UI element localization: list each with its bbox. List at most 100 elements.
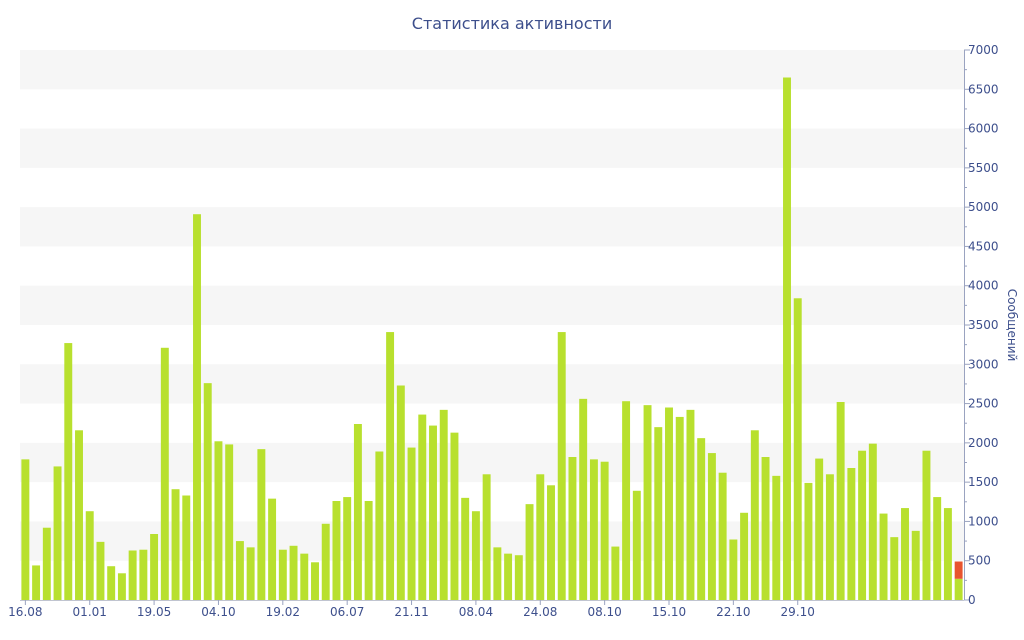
bar: [868, 443, 877, 600]
y-tick-label: 4000: [968, 279, 999, 293]
bar: [547, 485, 555, 600]
bar: [117, 573, 126, 600]
x-tick-label: 08.10: [587, 605, 621, 619]
grid-band: [20, 207, 964, 247]
y-tick-label: 0: [968, 593, 976, 607]
bar: [439, 409, 448, 600]
bar: [300, 553, 309, 600]
x-tick-label: 06.07: [330, 605, 364, 619]
x-tick-label: 19.05: [137, 605, 171, 619]
bar: [268, 498, 277, 600]
bar: [353, 424, 362, 600]
bar: [879, 513, 888, 600]
bar: [386, 332, 395, 600]
x-tick-label: 24.08: [523, 605, 557, 619]
bar: [783, 77, 791, 600]
bar: [675, 416, 684, 600]
bar: [471, 511, 480, 600]
bar: [622, 401, 631, 600]
bar: [311, 562, 319, 600]
grid-band: [20, 285, 964, 325]
bar: [740, 512, 749, 600]
bar: [375, 451, 384, 600]
bar: [246, 547, 255, 600]
bar: [75, 430, 83, 600]
y-tick-label: 7000: [968, 43, 999, 57]
bar: [836, 402, 845, 600]
bar: [235, 541, 244, 600]
bar: [697, 438, 706, 600]
x-tick-label: 04.10: [201, 605, 235, 619]
bar: [407, 447, 416, 600]
bar: [364, 501, 373, 600]
bar: [911, 530, 920, 600]
y-axis-label: Сообщений: [1005, 289, 1019, 362]
bar: [815, 458, 824, 600]
bar: [64, 343, 73, 600]
bar: [890, 537, 899, 600]
y-tick-label: 5000: [968, 200, 999, 214]
bar: [589, 459, 598, 600]
bar: [461, 497, 470, 600]
bar: [193, 214, 201, 600]
bar: [707, 453, 716, 600]
bar: [32, 565, 41, 600]
x-tick-label: 19.02: [266, 605, 300, 619]
bar: [525, 504, 534, 600]
x-tick-label: 08.04: [459, 605, 493, 619]
bar: [429, 425, 437, 600]
y-tick-label: 500: [968, 554, 991, 568]
bar: [643, 405, 652, 600]
bar: [858, 450, 867, 600]
bar: [278, 549, 287, 600]
y-tick-label: 1500: [968, 475, 999, 489]
chart-title: Статистика активности: [411, 14, 613, 33]
x-tick-label: 21.11: [394, 605, 428, 619]
bar: [289, 545, 298, 600]
bar: [396, 385, 405, 600]
y-tick-label: 2500: [968, 397, 999, 411]
y-tick-label: 6000: [968, 122, 999, 136]
bar: [53, 466, 62, 600]
bar: [493, 547, 502, 600]
bar: [729, 539, 738, 600]
x-tick-label: 01.01: [73, 605, 107, 619]
bar: [514, 555, 523, 600]
bar: [182, 495, 191, 600]
x-tick-label: 29.10: [781, 605, 815, 619]
bar: [418, 414, 427, 600]
bar: [611, 546, 620, 600]
grid-band: [20, 364, 964, 404]
bar: [943, 508, 952, 600]
bar: [579, 398, 588, 600]
bar: [214, 441, 223, 600]
bar: [804, 482, 813, 600]
bar: [150, 534, 159, 600]
bar-highlight-segment: [954, 561, 963, 579]
bar: [536, 474, 545, 600]
bar: [901, 508, 909, 600]
bar: [686, 409, 695, 600]
bar: [922, 450, 931, 600]
bar: [847, 468, 856, 600]
y-tick-label: 4500: [968, 239, 999, 253]
bar: [85, 511, 94, 600]
bar: [42, 527, 51, 600]
bar: [825, 474, 834, 600]
y-tick-label: 2000: [968, 436, 999, 450]
bar: [600, 461, 609, 600]
bar: [557, 332, 566, 600]
bar: [332, 501, 341, 600]
bar: [450, 432, 459, 600]
bar: [321, 523, 330, 600]
y-tick-label: 3500: [968, 318, 999, 332]
bar: [225, 444, 234, 600]
y-tick-label: 3000: [968, 357, 999, 371]
y-tick-label: 6500: [968, 82, 999, 96]
x-tick-label: 15.10: [652, 605, 686, 619]
bar: [665, 407, 673, 600]
bar: [96, 541, 105, 600]
grid-band: [20, 128, 964, 168]
bar: [21, 459, 30, 600]
